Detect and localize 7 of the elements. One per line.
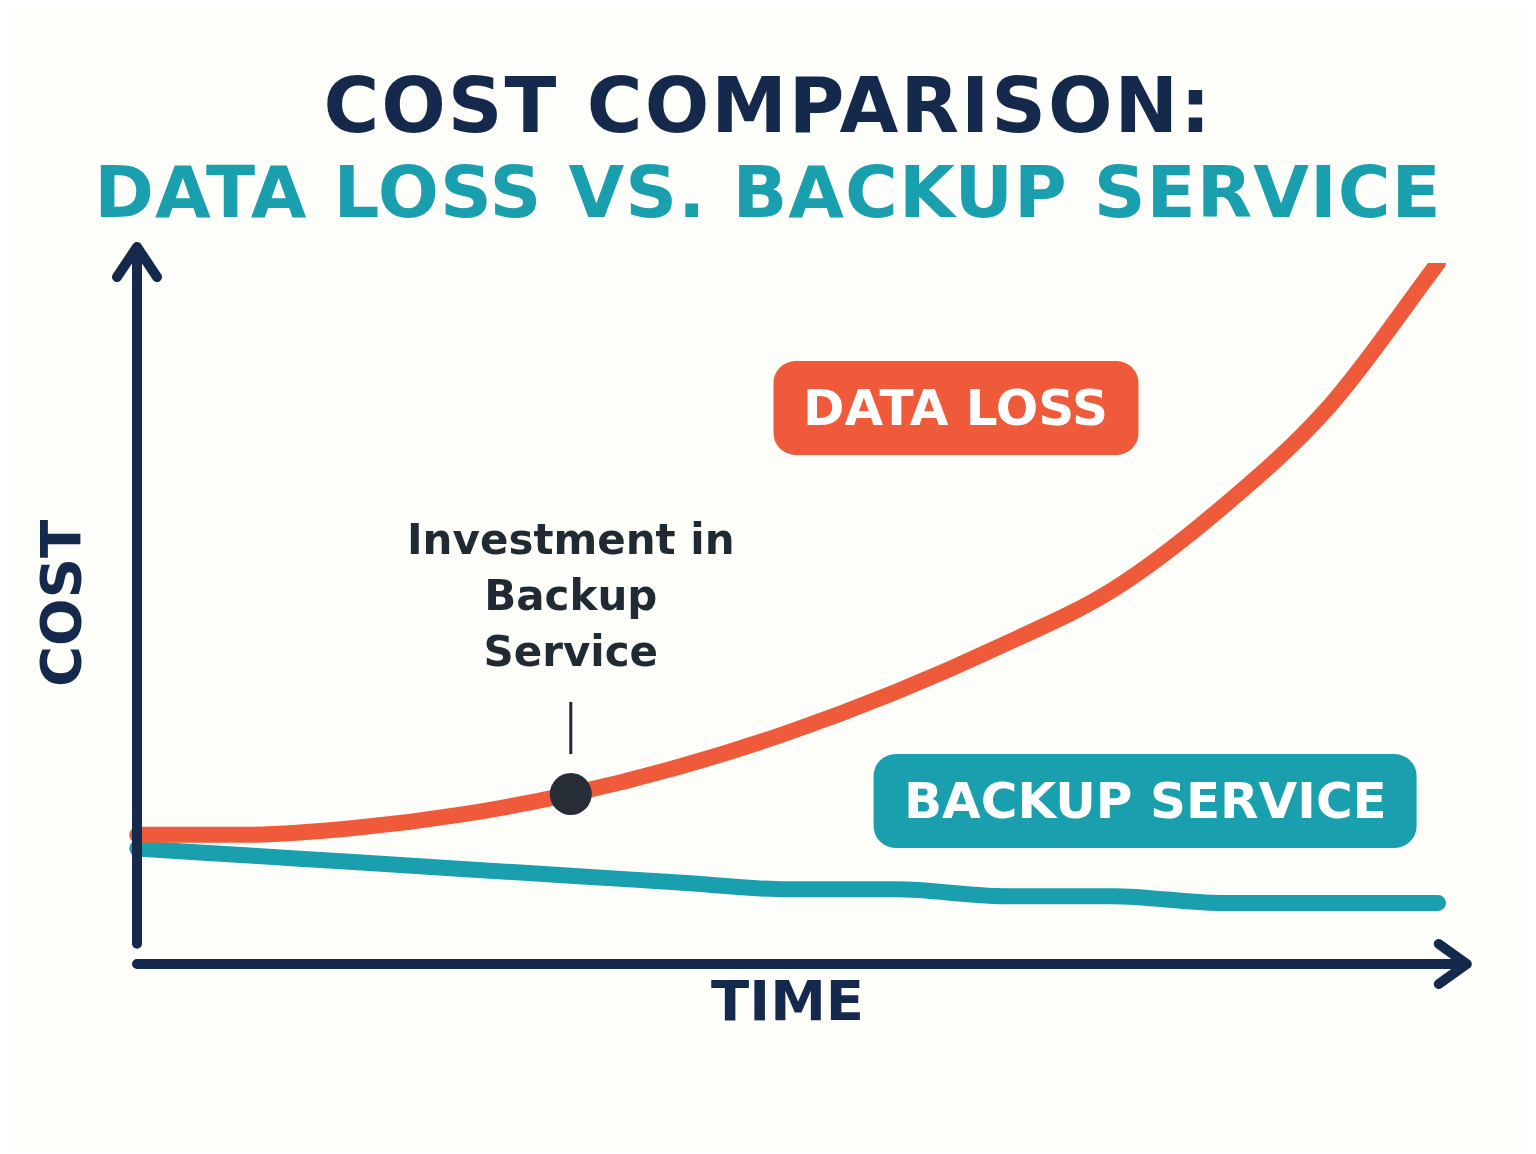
text: DATA LOSS	[773, 361, 1139, 455]
chart-title: COST COMPARISON:	[322, 61, 1214, 150]
y-axis-title: COST	[28, 519, 94, 688]
series-label: BACKUP SERVICE	[873, 753, 1417, 848]
x-axis-title: TIME	[711, 967, 865, 1033]
chart-subtitle: DATA LOSS VS. BACKUP SERVICE	[93, 149, 1443, 235]
annotation: Investment in Backup Service	[406, 515, 735, 677]
